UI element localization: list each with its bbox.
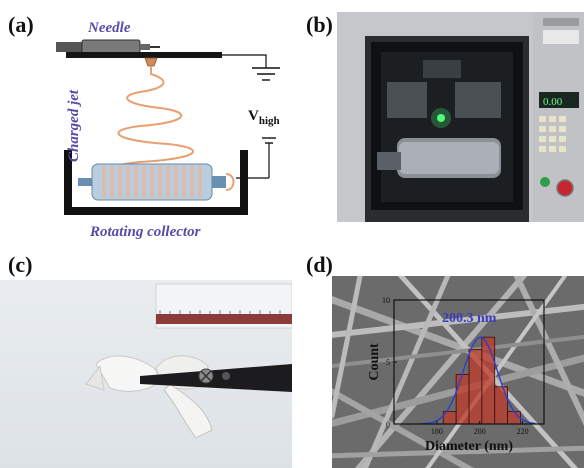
- control-buttons: [539, 116, 566, 152]
- charged-jet-spiral: [112, 66, 194, 179]
- voltage-display: [539, 92, 579, 108]
- y-axis-label: Count: [367, 343, 382, 381]
- collector-bath: [64, 150, 248, 215]
- x-tick-label: 180: [431, 427, 443, 436]
- x-tick-label: 220: [517, 427, 529, 436]
- histogram-bar: [468, 349, 483, 425]
- electrospinning-machine-photo: 0.00: [337, 12, 584, 222]
- sem-fibers: [332, 276, 584, 468]
- rotating-collector-label: Rotating collector: [89, 224, 201, 240]
- y-tick-label: 5: [386, 358, 390, 367]
- tweezer-hole-icon: [222, 372, 230, 380]
- panel-d-letter: (d): [306, 252, 333, 277]
- needle-tip: [144, 57, 158, 67]
- y-tick-label: 10: [382, 296, 390, 305]
- panel-c-letter: (c): [8, 252, 33, 277]
- histogram-bar: [455, 374, 470, 425]
- drum-rotation-arrow: [225, 173, 235, 191]
- voltage-display-readout: 0.00: [543, 96, 563, 108]
- tweezers: [140, 364, 292, 392]
- x-tick-label: 200: [474, 427, 486, 436]
- syringe-icon: [56, 39, 160, 55]
- histogram-bar: [481, 336, 496, 425]
- voltage-label: Vhigh: [248, 108, 280, 127]
- charged-jet-label: Charged jet: [66, 89, 82, 162]
- fiber-membrane-photo: [0, 280, 292, 468]
- gaussian-fit-curve: [419, 336, 536, 425]
- green-indicator-icon: [540, 177, 550, 187]
- histogram-bar: [507, 411, 521, 425]
- electrospinning-schematic: Needle Charged jet Vhigh Rotating collec…: [56, 20, 280, 240]
- panel-a-letter: (a): [8, 12, 34, 37]
- histogram-bar: [494, 386, 508, 425]
- drum-fiber-stripes: [102, 166, 202, 198]
- mean-diameter-label: 200.3 nm: [442, 311, 497, 326]
- sem-image: [332, 276, 584, 468]
- twisted-membrane: [95, 355, 161, 392]
- y-tick-label: 0: [386, 420, 390, 429]
- circuit-wire: [222, 54, 267, 68]
- top-electrode-plate: [66, 52, 222, 58]
- needle-label: Needle: [87, 20, 131, 36]
- drum-axle: [78, 178, 98, 186]
- red-stop-button-icon: [556, 179, 574, 197]
- diameter-histogram: 0 5 10 180 200 220 200.3 nm Diameter (nm) Co…: [367, 296, 545, 454]
- panel-b-letter: (b): [306, 12, 333, 37]
- x-axis-label: Diameter (nm): [425, 439, 513, 454]
